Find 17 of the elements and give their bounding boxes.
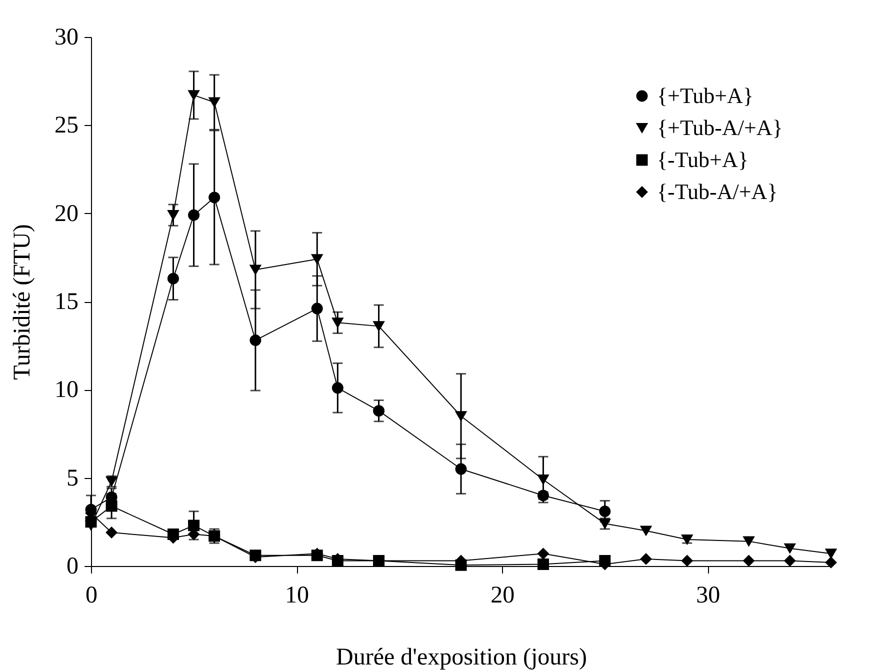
y-axis-title: Turbidité (FTU)	[10, 224, 36, 380]
x-axis-title: Durée d'exposition (jours)	[336, 644, 587, 670]
y-tick-label: 15	[54, 289, 78, 315]
y-tick-label: 5	[66, 465, 78, 492]
legend-label: {+Tub-A/+A}	[657, 115, 783, 140]
x-tick-label: 30	[696, 582, 720, 608]
x-tick-label: 10	[285, 582, 310, 608]
y-tick-label: 10	[54, 377, 78, 404]
y-tick-label: 30	[54, 24, 78, 50]
legend-label: {-Tub+A}	[657, 147, 748, 172]
x-tick-label: 0	[86, 582, 98, 608]
legend-label: {-Tub-A/+A}	[657, 179, 778, 204]
y-tick-label: 0	[66, 554, 78, 580]
y-tick-label: 20	[54, 200, 78, 227]
legend-label: {+Tub+A}	[657, 83, 754, 108]
y-tick-label: 25	[54, 112, 78, 139]
x-tick-label: 20	[490, 582, 515, 608]
